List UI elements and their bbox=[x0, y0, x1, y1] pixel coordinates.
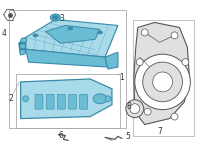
Ellipse shape bbox=[20, 50, 26, 55]
Ellipse shape bbox=[52, 16, 58, 20]
Polygon shape bbox=[19, 37, 26, 55]
Polygon shape bbox=[105, 52, 118, 69]
Polygon shape bbox=[21, 79, 112, 119]
Polygon shape bbox=[26, 49, 108, 67]
Ellipse shape bbox=[33, 34, 38, 37]
Circle shape bbox=[141, 29, 148, 36]
Ellipse shape bbox=[98, 31, 103, 34]
Ellipse shape bbox=[20, 44, 26, 49]
FancyBboxPatch shape bbox=[57, 94, 65, 109]
Circle shape bbox=[126, 100, 144, 118]
Text: 8: 8 bbox=[126, 102, 131, 111]
Circle shape bbox=[23, 96, 29, 102]
Circle shape bbox=[135, 54, 190, 110]
Circle shape bbox=[144, 108, 151, 115]
Text: 4: 4 bbox=[1, 29, 6, 38]
Ellipse shape bbox=[21, 38, 27, 43]
Circle shape bbox=[105, 96, 111, 102]
Text: 6: 6 bbox=[58, 131, 63, 140]
Polygon shape bbox=[26, 20, 118, 57]
Circle shape bbox=[153, 72, 173, 92]
Text: 2: 2 bbox=[9, 94, 13, 103]
Circle shape bbox=[143, 62, 182, 102]
Circle shape bbox=[171, 113, 178, 120]
Text: 5: 5 bbox=[125, 132, 130, 141]
FancyBboxPatch shape bbox=[80, 94, 88, 109]
Circle shape bbox=[182, 59, 189, 66]
Text: 3: 3 bbox=[59, 14, 64, 23]
Text: 7: 7 bbox=[157, 127, 162, 136]
Ellipse shape bbox=[68, 27, 73, 30]
Circle shape bbox=[136, 59, 143, 66]
Text: 1: 1 bbox=[119, 73, 124, 82]
Ellipse shape bbox=[50, 14, 60, 21]
Polygon shape bbox=[45, 25, 100, 43]
Circle shape bbox=[171, 32, 178, 39]
Ellipse shape bbox=[93, 94, 107, 104]
Polygon shape bbox=[134, 22, 189, 125]
FancyBboxPatch shape bbox=[69, 94, 76, 109]
FancyBboxPatch shape bbox=[35, 94, 43, 109]
Circle shape bbox=[130, 104, 140, 114]
FancyBboxPatch shape bbox=[46, 94, 54, 109]
